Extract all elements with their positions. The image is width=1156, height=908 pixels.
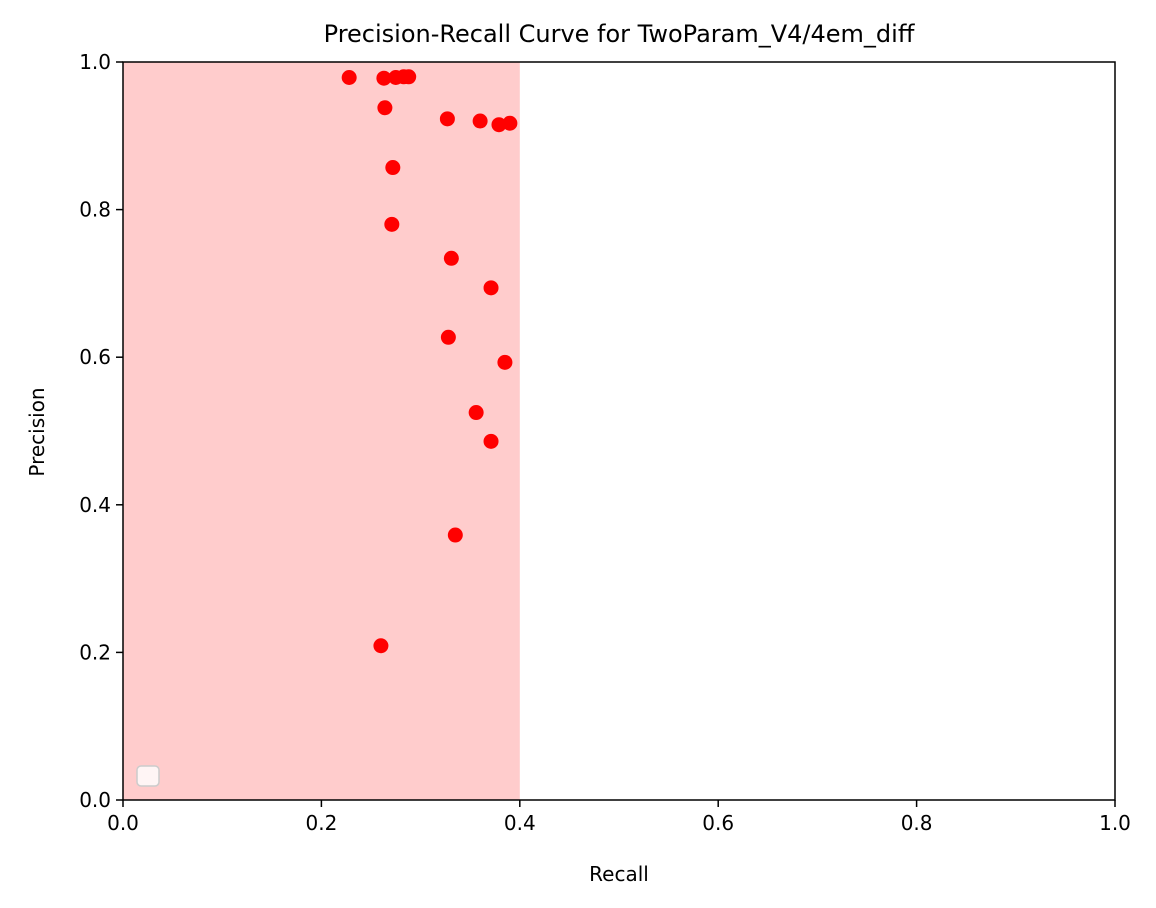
chart-title: Precision-Recall Curve for TwoParam_V4/4…	[324, 20, 915, 48]
data-point-5	[377, 100, 393, 116]
x-tick-label-3: 0.6	[702, 811, 734, 835]
data-point-6	[439, 111, 455, 127]
legend-box	[136, 765, 160, 787]
data-point-10	[385, 160, 401, 176]
scatter-points	[341, 69, 518, 654]
data-point-13	[483, 280, 499, 296]
data-point-0	[341, 69, 357, 85]
shaded-region	[123, 62, 520, 800]
data-point-16	[468, 405, 484, 421]
y-axis-label: Precision	[25, 387, 49, 476]
x-tick-label-5: 1.0	[1099, 811, 1131, 835]
plot-area	[122, 61, 1116, 801]
plot-frame	[122, 61, 1116, 801]
data-point-17	[483, 433, 499, 449]
data-point-19	[373, 638, 389, 654]
x-tick-label-2: 0.4	[504, 811, 536, 835]
x-tick-label-1: 0.2	[305, 811, 337, 835]
data-point-18	[447, 527, 463, 543]
data-point-12	[443, 250, 459, 266]
y-tick-label-2: 0.4	[79, 493, 111, 517]
data-point-14	[440, 329, 456, 345]
y-tick-label-3: 0.6	[79, 345, 111, 369]
data-point-1	[376, 70, 392, 86]
data-point-8	[491, 117, 507, 133]
x-axis-label: Recall	[589, 862, 649, 886]
y-axis-ticks: 0.0 0.2 0.4 0.6 0.8 1.0	[79, 50, 123, 812]
data-point-9	[502, 115, 518, 131]
data-point-7	[472, 113, 488, 129]
data-point-4	[401, 69, 417, 85]
x-tick-label-4: 0.8	[901, 811, 933, 835]
x-tick-label-0: 0.0	[107, 811, 139, 835]
y-tick-label-5: 1.0	[79, 50, 111, 74]
y-tick-label-4: 0.8	[79, 198, 111, 222]
x-axis-ticks: 0.0 0.2 0.4 0.6 0.8 1.0	[107, 800, 1131, 835]
y-tick-label-0: 0.0	[79, 788, 111, 812]
data-point-15	[497, 354, 513, 370]
data-point-11	[384, 216, 400, 232]
y-tick-label-1: 0.2	[79, 640, 111, 664]
